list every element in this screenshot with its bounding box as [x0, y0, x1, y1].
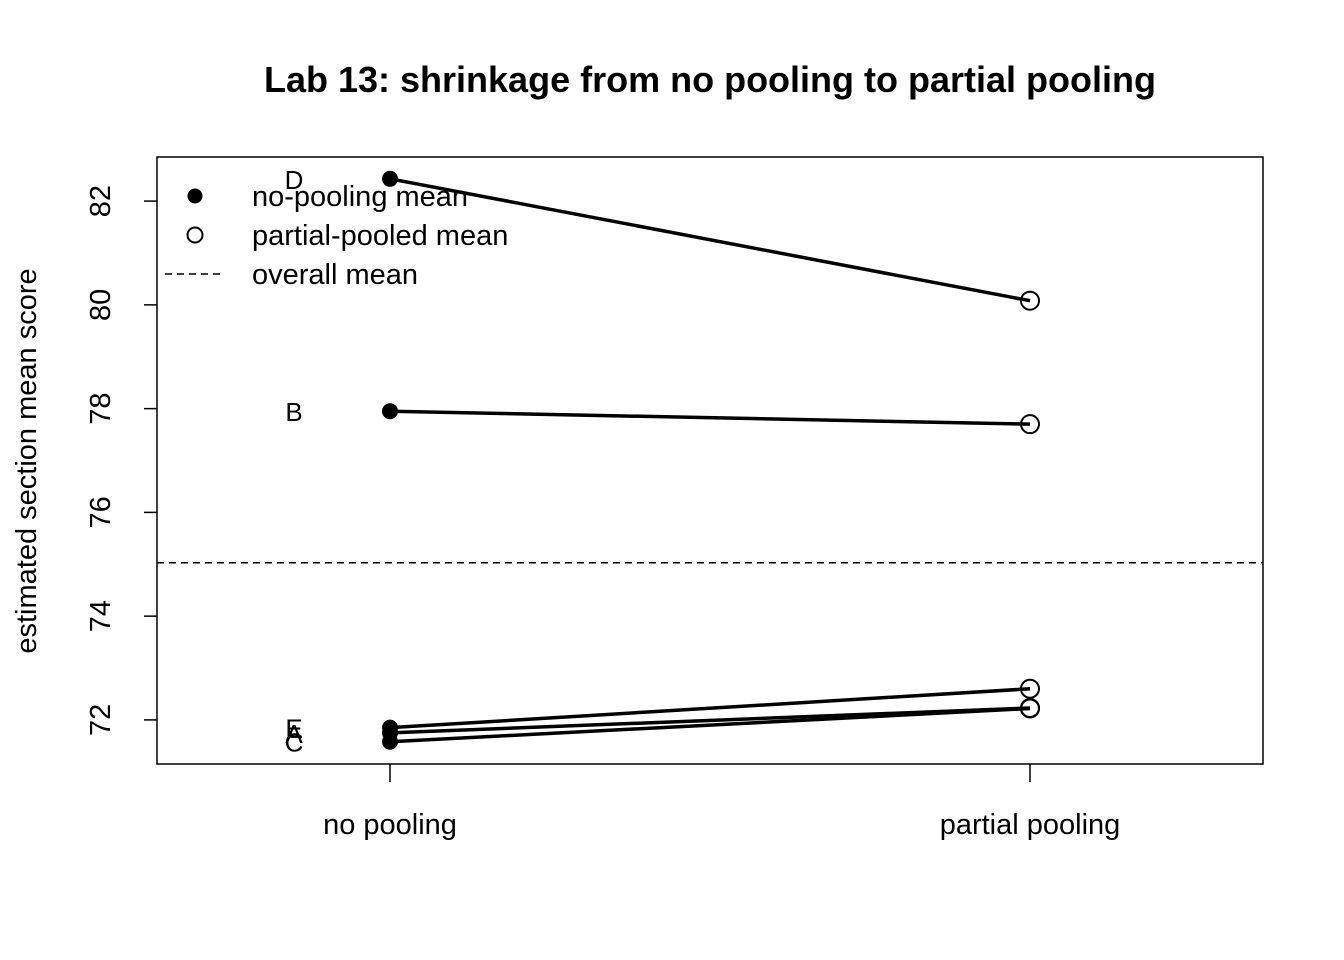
y-tick-label: 76 [85, 496, 117, 528]
plot-frame [156, 156, 1264, 765]
legend-label: overall mean [252, 259, 418, 291]
chart-title: Lab 13: shrinkage from no pooling to par… [264, 59, 1156, 100]
section-label-A: A [285, 719, 303, 749]
plot-area: 72 74 76 78 80 82 no pooling partial pooling D B E… [85, 156, 1264, 841]
x-tick-label: no pooling [323, 809, 457, 841]
section-label-E: E [285, 714, 302, 744]
series-line-C [389, 706, 1031, 744]
legend: no-pooling mean partial-pooled mean overal… [165, 181, 508, 291]
partial-pooling-point-B [1020, 414, 1040, 435]
y-tick-label: 82 [85, 185, 117, 217]
y-tick-label: 80 [85, 289, 117, 321]
partial-pooling-point-D [1020, 290, 1040, 311]
x-tick-label: partial pooling [940, 809, 1121, 841]
legend-symbol-filled-circle [187, 188, 203, 204]
no-pooling-point-D [382, 170, 398, 187]
y-tick-label: 78 [85, 392, 117, 424]
series-line-A [389, 706, 1031, 735]
series-line-B [389, 409, 1031, 426]
series-line-E [389, 687, 1031, 730]
y-axis-label: estimated section mean score [11, 268, 43, 653]
section-label-C: C [285, 728, 304, 758]
series-line-D [389, 177, 1031, 303]
section-label-D: D [285, 165, 304, 195]
no-pooling-point-B [382, 403, 398, 420]
section-label-B: B [285, 397, 302, 427]
partial-pooling-point-E [1020, 678, 1040, 699]
legend-label: no-pooling mean [252, 181, 468, 213]
legend-symbol-open-circle [186, 226, 204, 244]
legend-label: partial-pooled mean [252, 220, 508, 252]
no-pooling-point-C [382, 733, 398, 750]
y-tick-label: 72 [85, 704, 117, 736]
partial-pooling-point-C [1020, 698, 1040, 719]
y-tick-label: 74 [85, 600, 117, 632]
